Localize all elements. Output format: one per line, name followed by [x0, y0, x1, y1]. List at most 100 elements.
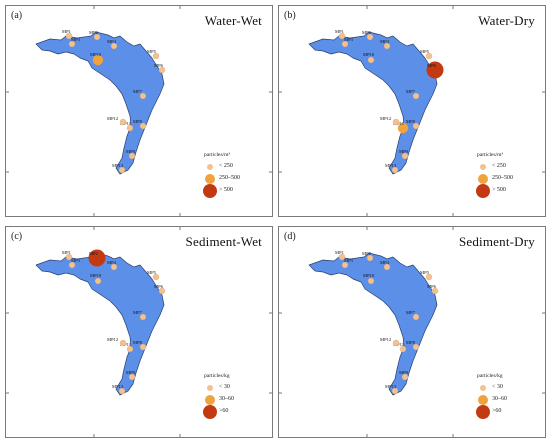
site-label: MP5 [147, 270, 157, 275]
legend: particles/m³ < 250 250–500 > 500 [203, 152, 270, 198]
site-label: MP8 [406, 119, 416, 124]
site-marker [426, 61, 444, 79]
sampling-site: MP4 [380, 39, 391, 50]
legend-unit: particles/kg [204, 373, 230, 379]
sampling-site: MP9 [399, 149, 409, 160]
site-marker [399, 345, 407, 353]
panel-water-dry: MP1 MP2 MP3 MP4 MP5 MP6 MP7 MP8 MP9 MP10 MP11MP12 M… [278, 5, 546, 217]
legend-symbol [203, 405, 217, 419]
site-label: MP1 [335, 29, 345, 34]
sampling-site: MP9 [399, 370, 409, 381]
site-marker [391, 166, 399, 174]
site-label: MP7 [133, 89, 143, 94]
site-label: MP2 [362, 30, 372, 35]
site-marker [128, 152, 136, 160]
site-label: MP12 [107, 116, 119, 121]
site-label: MP9 [399, 370, 409, 375]
panel-letter: (a) [11, 10, 23, 21]
legend-symbol [207, 385, 213, 391]
site-label: MP6 [154, 63, 164, 68]
sampling-site: MP11 [120, 342, 134, 353]
legend-label: 30–60 [219, 396, 234, 402]
site-label: MP3 [71, 258, 81, 263]
sampling-site: MP3 [341, 37, 354, 48]
site-marker [128, 373, 136, 381]
site-marker [412, 122, 420, 130]
legend-item: < 250 [477, 161, 543, 173]
site-marker [152, 52, 160, 60]
site-label: MP7 [406, 89, 416, 94]
site-label: MP5 [147, 49, 157, 54]
site-label: MP1 [62, 250, 72, 255]
site-label: MP3 [344, 258, 354, 263]
sampling-site: MP1 [62, 29, 73, 40]
sampling-site: MP11 [120, 121, 134, 132]
site-marker [65, 253, 73, 261]
legend-label: 250–500 [219, 175, 240, 181]
site-marker [341, 261, 349, 269]
legend-label: > 500 [492, 187, 506, 193]
site-label: MP3 [71, 37, 81, 42]
sampling-site: MP7 [406, 89, 420, 100]
site-label: MP13 [385, 163, 397, 168]
sampling-site: MP5 [147, 49, 160, 60]
site-marker [139, 313, 147, 321]
site-label: MP9 [399, 149, 409, 154]
legend-item: > 500 [476, 184, 543, 198]
site-label: MP3 [344, 37, 354, 42]
site-marker [401, 373, 409, 381]
site-marker [139, 343, 147, 351]
sampling-site: MP13 [385, 163, 399, 174]
site-marker [94, 277, 102, 285]
sampling-site: MP12 [107, 337, 127, 347]
legend-label: < 30 [492, 384, 503, 390]
sampling-site: MP3 [68, 258, 81, 269]
sampling-site: MP2 [362, 251, 374, 262]
sampling-site: MP7 [133, 310, 147, 321]
legend-label: < 250 [219, 163, 233, 169]
legend-symbol [480, 385, 486, 391]
site-label: MP12 [380, 337, 392, 342]
site-marker [139, 92, 147, 100]
site-label: MP2 [362, 251, 372, 256]
sampling-site: MP12 [107, 116, 127, 126]
sampling-site: MP13 [112, 384, 126, 395]
legend-item: >60 [203, 405, 270, 419]
legend-item: 250–500 [204, 173, 270, 185]
site-label: MP11 [120, 342, 132, 347]
frame-ticks [6, 227, 272, 437]
legend-label: >60 [219, 408, 229, 414]
sampling-site: MP11 [393, 342, 407, 353]
site-marker [367, 56, 375, 64]
site-label: MP7 [406, 310, 416, 315]
panel-title: Sediment-Dry [458, 234, 535, 249]
panel-sediment-wet: MP1 MP2 MP3 MP4 MP5 MP6 MP7 MP8 MP9 MP10 MP11MP12 M… [5, 226, 273, 438]
site-marker [412, 92, 420, 100]
sampling-site: MP7 [406, 310, 420, 321]
site-marker [425, 273, 433, 281]
sampling-site: MP13 [385, 384, 399, 395]
sampling-site: MP8 [406, 340, 420, 351]
site-marker [118, 166, 126, 174]
site-marker [338, 253, 346, 261]
sampling-site: MP6 [154, 63, 166, 74]
panel-sediment-dry: MP1 MP2 MP3 MP4 MP5 MP6 MP7 MP8 MP9 MP10 MP11MP12 M… [278, 226, 546, 438]
site-marker [158, 287, 166, 295]
lake-map: MP1 MP2 MP3 MP4 MP5 MP6 MP7 MP8 MP9 MP10 MP11MP12 M… [279, 227, 545, 437]
sampling-site: MP8 [133, 340, 147, 351]
legend-item: < 30 [204, 382, 270, 394]
site-marker [92, 54, 104, 66]
site-marker [401, 152, 409, 160]
site-label: MP6 [427, 284, 437, 289]
legend-label: 30–60 [492, 396, 507, 402]
site-label: MP2 [89, 30, 99, 35]
site-label: MP4 [380, 260, 390, 265]
frame-ticks [6, 6, 272, 216]
site-marker [110, 42, 118, 50]
site-marker [431, 287, 439, 295]
lake-body [308, 252, 438, 396]
legend-label: 250–500 [492, 175, 513, 181]
site-marker [119, 118, 127, 126]
site-marker [412, 343, 420, 351]
legend: particles/kg < 30 30–60 >60 [203, 373, 270, 419]
